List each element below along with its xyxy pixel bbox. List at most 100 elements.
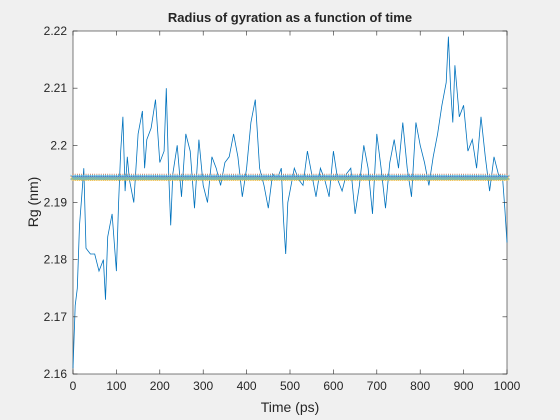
series-marker (276, 174, 282, 181)
series-marker (456, 174, 463, 181)
series-marker (263, 174, 269, 181)
series-marker (115, 174, 122, 181)
series-marker (272, 174, 278, 181)
series-marker (404, 174, 410, 181)
x-axis-label: Time (ps) (261, 399, 320, 415)
series-marker (352, 174, 358, 181)
series-marker (443, 174, 449, 181)
series-marker (367, 174, 374, 181)
series-marker (256, 174, 263, 181)
x-tick-label: 400 (237, 379, 257, 393)
series-marker (445, 174, 452, 181)
series-marker (228, 174, 235, 181)
series-marker (345, 174, 352, 181)
series-marker (278, 174, 285, 181)
series-marker (70, 174, 76, 181)
series-marker (154, 174, 161, 181)
series-marker (447, 174, 454, 181)
series-marker (499, 174, 506, 181)
series-marker (324, 174, 330, 181)
series-marker (72, 174, 78, 181)
x-tick-label: 200 (150, 379, 170, 393)
series-marker (152, 174, 159, 181)
series-marker (85, 174, 91, 181)
series-marker (387, 174, 393, 181)
series-marker (237, 174, 243, 181)
series-marker (326, 174, 332, 181)
series-marker (430, 174, 436, 181)
y-tick-label: 2.2 (50, 138, 67, 152)
series-marker (246, 174, 252, 181)
series-marker (384, 174, 391, 181)
series-marker (291, 174, 298, 181)
series-marker (452, 174, 458, 181)
series-marker (76, 174, 83, 181)
series-marker (172, 174, 178, 181)
series-marker (217, 174, 224, 181)
series-marker (363, 174, 369, 181)
series-marker (380, 174, 387, 181)
x-tick-label: 800 (410, 379, 430, 393)
y-tick-label: 2.18 (44, 253, 68, 267)
x-tick-label: 300 (193, 379, 213, 393)
series-marker (96, 174, 102, 181)
series-marker (91, 174, 98, 181)
series-marker (74, 174, 81, 181)
series-marker (465, 174, 471, 181)
series-marker (317, 174, 324, 181)
series-marker (269, 174, 276, 181)
series-marker (389, 174, 395, 181)
series-marker (104, 174, 111, 181)
series-marker (382, 174, 389, 181)
x-tick-label: 700 (367, 379, 387, 393)
series-marker (141, 174, 148, 181)
series-marker (439, 174, 445, 181)
series-marker (187, 174, 193, 181)
series-marker (489, 174, 495, 181)
series-marker (410, 174, 417, 181)
series-marker (300, 174, 306, 181)
series-marker (213, 174, 219, 181)
series-marker (224, 174, 230, 181)
series-marker (215, 174, 222, 181)
series-marker (233, 174, 239, 181)
series-marker (148, 174, 154, 181)
series-marker (463, 174, 469, 181)
plot-area (72, 30, 508, 375)
series-marker (502, 174, 508, 181)
series-marker (189, 174, 196, 181)
series-marker (348, 174, 354, 181)
series-marker (81, 174, 87, 181)
series-marker (100, 174, 107, 181)
series-marker (298, 174, 304, 181)
series-marker (261, 174, 267, 181)
series-marker (87, 174, 94, 181)
series-marker (287, 174, 293, 181)
series-marker (94, 174, 100, 181)
series-marker (285, 174, 291, 181)
series-marker (413, 174, 419, 181)
series-marker (128, 174, 135, 181)
series-marker (408, 174, 415, 181)
series-marker (178, 174, 185, 181)
series-marker (495, 174, 502, 181)
series-marker (441, 174, 447, 181)
series-marker (259, 174, 265, 181)
axis-layer: 0 100 200 300 400 500 600 700 800 900 1000 2.16 2.17… (44, 24, 521, 393)
series-marker (83, 174, 89, 181)
series-marker (183, 174, 189, 181)
series-marker (350, 174, 356, 181)
series-marker (235, 174, 241, 181)
series-marker (122, 174, 128, 181)
y-axis-label: Rg (nm) (25, 177, 41, 228)
series-marker (167, 174, 174, 181)
series-marker (400, 174, 406, 181)
series-marker (358, 174, 365, 181)
series-marker (204, 174, 211, 181)
series-marker (395, 174, 402, 181)
series-marker (180, 174, 187, 181)
series-marker (419, 174, 426, 181)
series-marker (241, 174, 248, 181)
series-marker (354, 174, 361, 181)
series-marker (337, 174, 343, 181)
